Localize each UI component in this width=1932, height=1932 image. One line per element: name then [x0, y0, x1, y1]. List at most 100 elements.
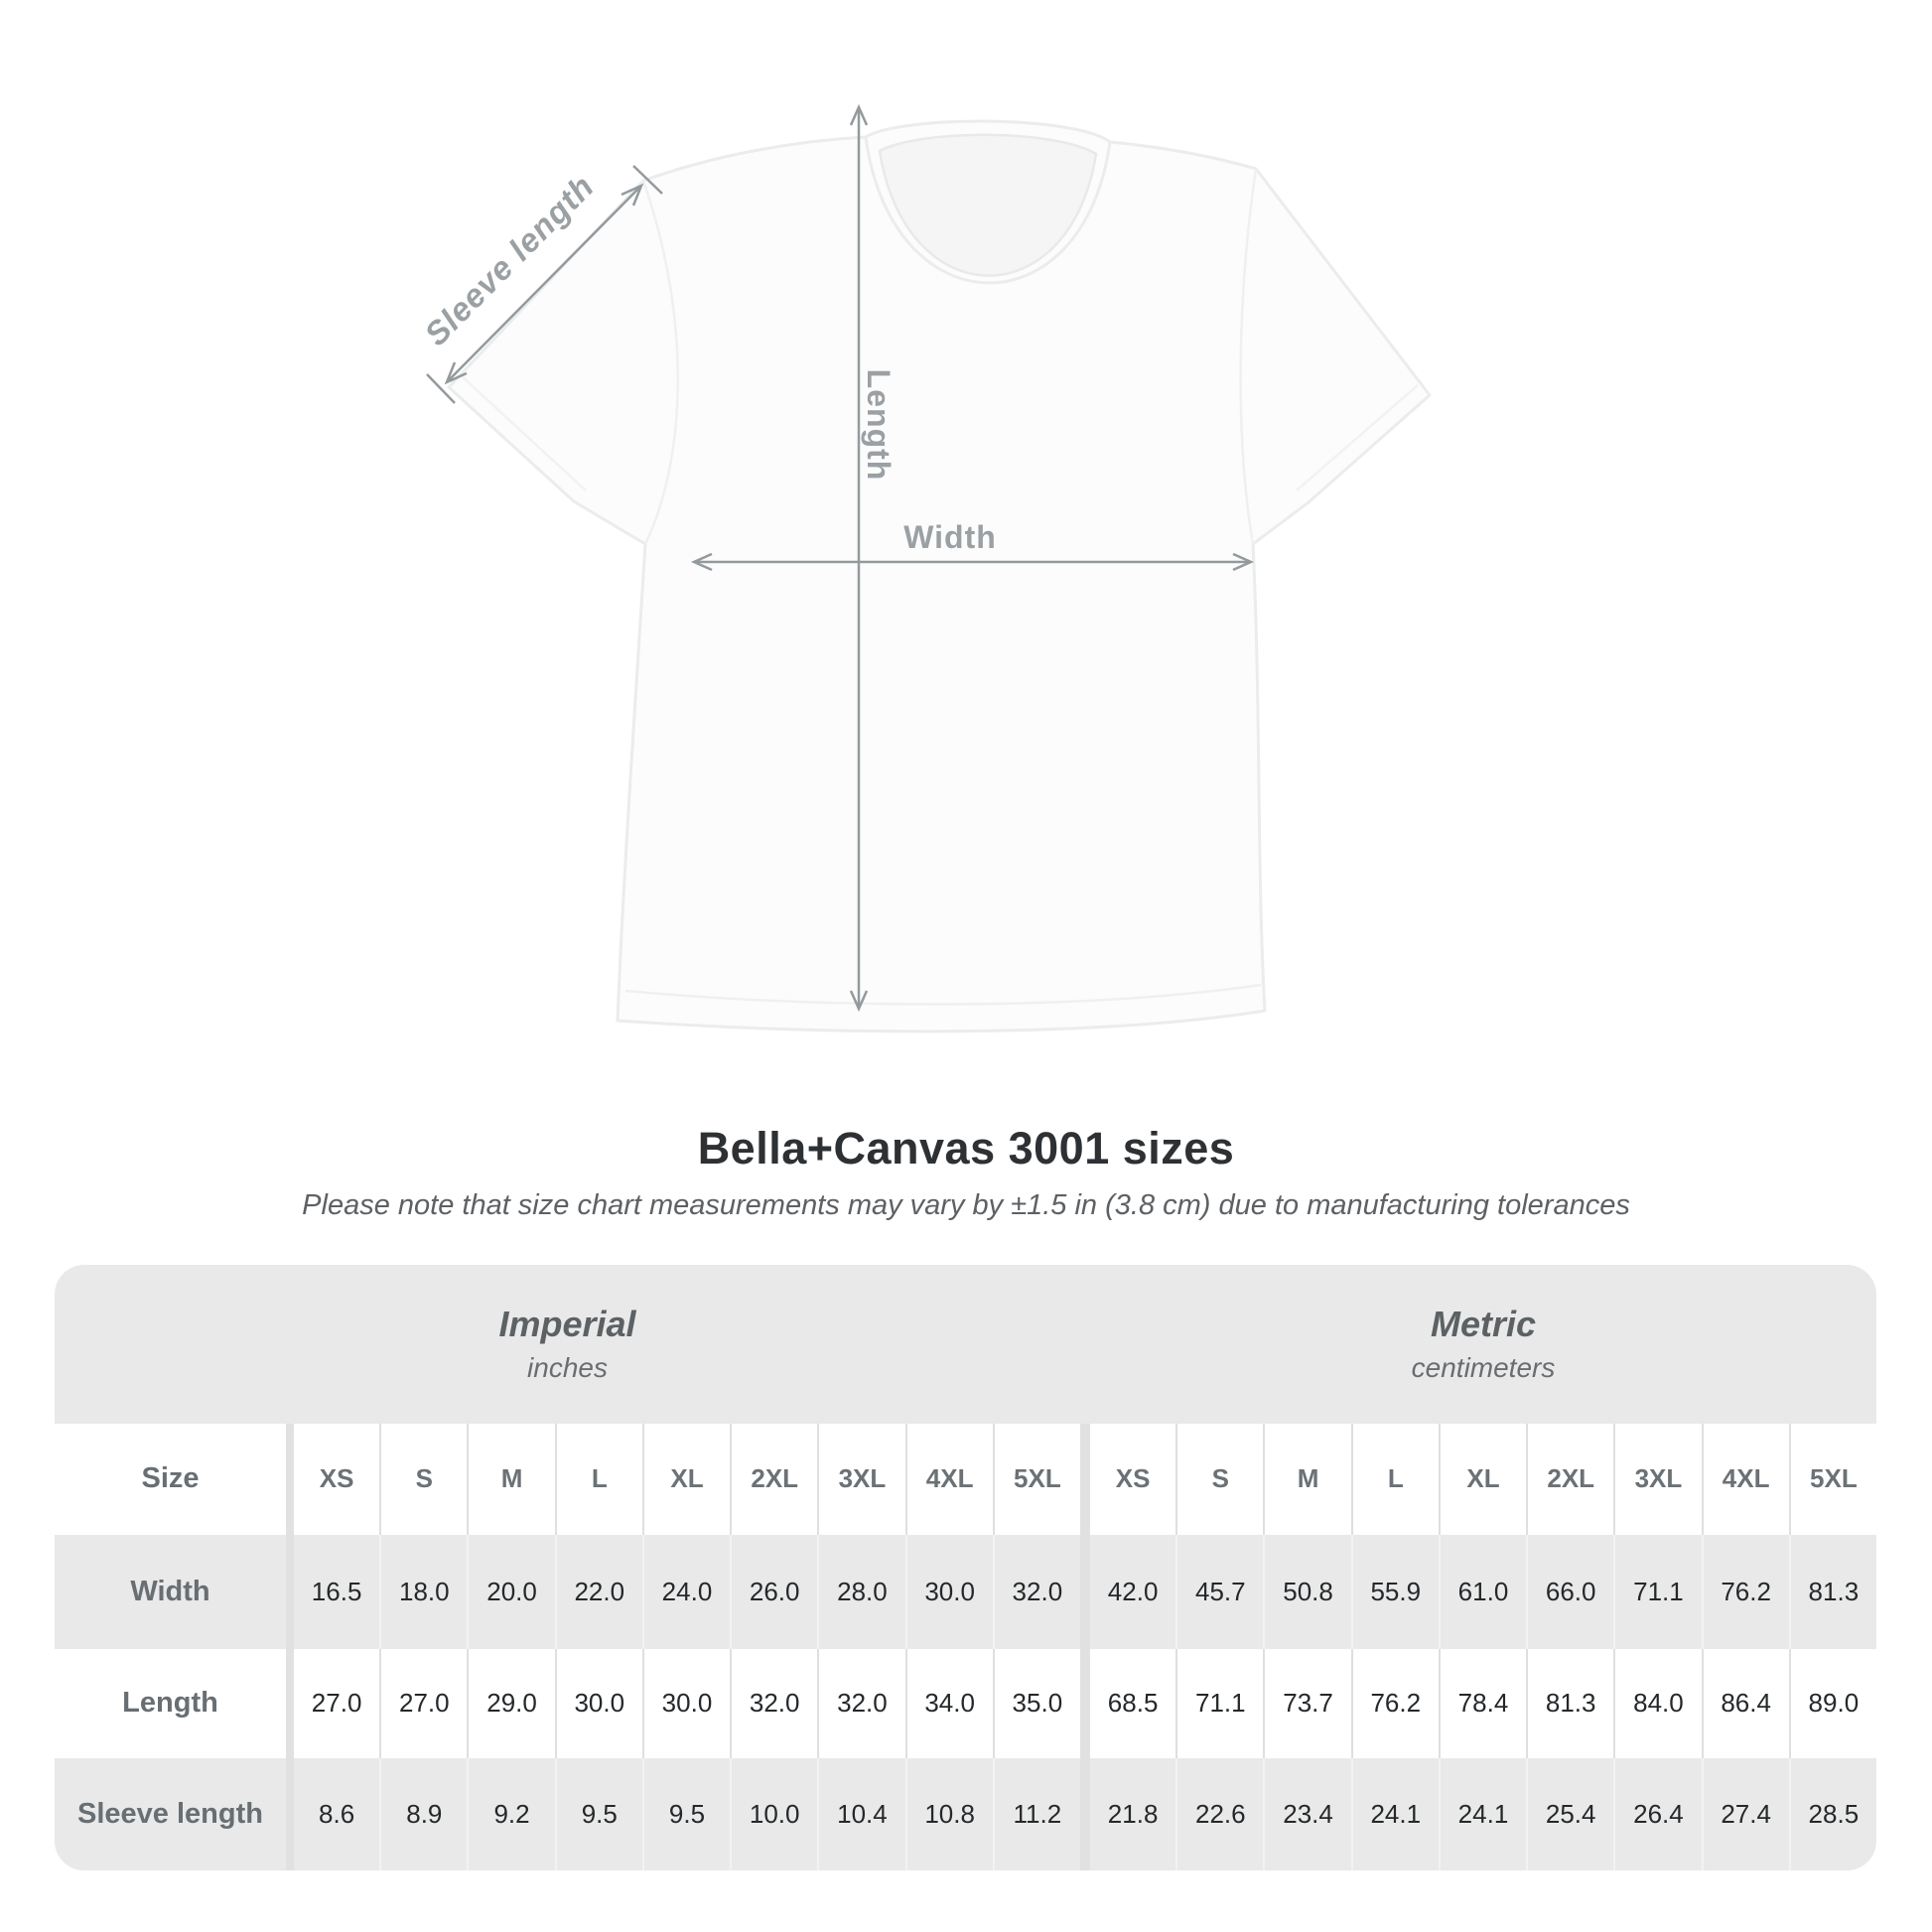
size-header-metric-cell: 2XL — [1526, 1423, 1613, 1535]
length-imperial-cell: 34.0 — [904, 1648, 993, 1758]
sleeve-length-row: Sleeve length 8.6 8.9 9.2 9.5 9.5 10.0 10.4 10.8… — [55, 1757, 1876, 1870]
length-imperial-cell: 32.0 — [817, 1648, 904, 1758]
length-metric-cell: 71.1 — [1175, 1648, 1263, 1758]
size-table: Imperial inches Metric centimeters Size X… — [55, 1264, 1876, 1870]
size-table-rows: Size XS S M L XL 2XL 3XL 4XL 5XL XS S M L XL 2XL 3XL 4XL 5… — [55, 1423, 1876, 1870]
length-imperial-cell: 27.0 — [379, 1648, 467, 1758]
tolerance-note: Please note that size chart measurements… — [302, 1189, 1630, 1221]
width-metric-cell: 71.1 — [1613, 1534, 1701, 1649]
width-imperial-cell: 20.0 — [467, 1534, 554, 1649]
sleeve-length-metric-cell: 28.5 — [1788, 1757, 1876, 1870]
length-row: Length 27.0 27.0 29.0 30.0 30.0 32.0 32.0 34.0 35… — [55, 1648, 1876, 1758]
group-separator — [1080, 1757, 1090, 1870]
length-metric-group: 68.5 71.1 73.7 76.2 78.4 81.3 84.0 86.4 89.0 — [1090, 1648, 1876, 1758]
size-header-imperial-cell: XS — [319, 1463, 354, 1494]
sleeve-length-metric-cell: 27.4 — [1701, 1757, 1789, 1870]
sleeve-length-imperial-cell: 10.8 — [904, 1757, 993, 1870]
sleeve-length-imperial-cell: 9.5 — [641, 1757, 730, 1870]
sleeve-length-metric-cell: 24.1 — [1438, 1757, 1526, 1870]
width-arrow — [690, 552, 1255, 572]
length-label: Length — [122, 1687, 218, 1720]
sleeve-length-metric-cell: 24.1 — [1350, 1757, 1439, 1870]
imperial-unit-label: inches — [527, 1352, 608, 1384]
tshirt-body — [447, 119, 1432, 1034]
sleeve-length-metric-cell: 22.6 — [1175, 1757, 1263, 1870]
sleeve-length-arrow — [426, 165, 663, 404]
length-metric-cell: 73.7 — [1263, 1648, 1350, 1758]
collar-opening — [878, 133, 1098, 277]
tshirt-measurement-diagram: Sleeve length Length Width — [417, 103, 1432, 1034]
page-title: Bella+Canvas 3001 sizes — [697, 1123, 1235, 1173]
metric-label: Metric — [1430, 1304, 1537, 1345]
length-metric-cell: 89.0 — [1788, 1648, 1876, 1758]
length-metric-cell: 86.4 — [1701, 1648, 1789, 1758]
size-header-label: Size — [141, 1462, 200, 1495]
width-imperial-cell: 26.0 — [730, 1534, 817, 1649]
sleeve-length-metric-group: 21.8 22.6 23.4 24.1 24.1 25.4 26.4 27.4 28.5 — [1090, 1757, 1876, 1870]
length-metric-cell: 76.2 — [1350, 1648, 1439, 1758]
size-header-metric-cell: 5XL — [1788, 1423, 1876, 1535]
left-armhole-seam — [641, 180, 679, 545]
width-imperial-cell: 16.5 — [311, 1576, 362, 1606]
width-metric-cell: 61.0 — [1438, 1534, 1526, 1649]
left-cuff-seam — [462, 376, 587, 491]
sleeve-length-imperial-group: 8.6 8.9 9.2 9.5 9.5 10.0 10.4 10.8 11.2 — [294, 1757, 1080, 1870]
width-imperial-cell: 32.0 — [992, 1534, 1080, 1649]
width-row: Width 16.5 18.0 20.0 22.0 24.0 26.0 28.0 30.0 32.… — [55, 1534, 1876, 1649]
size-header-metric-cell: 4XL — [1701, 1423, 1789, 1535]
sleeve-length-metric-cell: 25.4 — [1526, 1757, 1613, 1870]
length-arrow — [849, 103, 869, 1013]
size-header-imperial-cell: 4XL — [904, 1423, 993, 1535]
width-dim-label: Width — [903, 519, 997, 555]
width-metric-cell: 66.0 — [1526, 1534, 1613, 1649]
sleeve-length-imperial-cell: 9.2 — [467, 1757, 554, 1870]
band-spacer — [1080, 1265, 1090, 1424]
width-imperial-group: 16.5 18.0 20.0 22.0 24.0 26.0 28.0 30.0 32.0 — [294, 1534, 1080, 1649]
imperial-header: Imperial inches — [55, 1265, 1080, 1424]
size-header-imperial-cell: 3XL — [817, 1423, 904, 1535]
right-armhole-seam — [1239, 168, 1258, 545]
group-separator — [1080, 1534, 1090, 1649]
metric-unit-label: centimeters — [1411, 1352, 1556, 1384]
group-separator — [1080, 1648, 1090, 1758]
size-header-imperial-cell: L — [554, 1423, 642, 1535]
length-imperial-cell: 35.0 — [992, 1648, 1080, 1758]
width-metric-cell: 50.8 — [1263, 1534, 1350, 1649]
size-header-metric-cell: S — [1175, 1423, 1263, 1535]
sleeve-length-imperial-cell: 10.4 — [817, 1757, 904, 1870]
size-header-metric-group: XS S M L XL 2XL 3XL 4XL 5XL — [1090, 1423, 1876, 1535]
sleeve-length-label: Sleeve length — [77, 1797, 263, 1830]
group-separator — [1080, 1423, 1090, 1535]
size-header-imperial-cell: M — [467, 1423, 554, 1535]
imperial-label: Imperial — [498, 1304, 636, 1345]
metric-header: Metric centimeters — [1090, 1265, 1876, 1424]
size-header-metric-cell: 3XL — [1613, 1423, 1701, 1535]
width-imperial-cell: 28.0 — [817, 1534, 904, 1649]
width-imperial-cell: 18.0 — [379, 1534, 467, 1649]
size-header-imperial-cell: 5XL — [992, 1423, 1080, 1535]
width-imperial-cell: 30.0 — [904, 1534, 993, 1649]
length-imperial-cell: 29.0 — [467, 1648, 554, 1758]
size-header-imperial-cell: S — [379, 1423, 467, 1535]
sleeve-length-imperial-cell: 10.0 — [730, 1757, 817, 1870]
size-header-imperial-cell: XL — [641, 1423, 730, 1535]
length-imperial-cell: 27.0 — [311, 1688, 362, 1719]
width-imperial-cell: 24.0 — [641, 1534, 730, 1649]
sleeve-length-metric-cell: 21.8 — [1107, 1798, 1159, 1829]
size-header-metric-cell: XL — [1438, 1423, 1526, 1535]
size-header-metric-cell: M — [1263, 1423, 1350, 1535]
column-separator — [286, 1648, 294, 1758]
width-metric-group: 42.0 45.7 50.8 55.9 61.0 66.0 71.1 76.2 81.3 — [1090, 1534, 1876, 1649]
size-header-imperial-cell: 2XL — [730, 1423, 817, 1535]
column-separator — [286, 1534, 294, 1649]
right-cuff-seam — [1296, 384, 1419, 491]
length-imperial-cell: 30.0 — [554, 1648, 642, 1758]
width-metric-cell: 81.3 — [1788, 1534, 1876, 1649]
width-metric-cell: 55.9 — [1350, 1534, 1439, 1649]
sleeve-length-imperial-cell: 8.6 — [319, 1798, 355, 1829]
size-header-metric-cell: XS — [1115, 1463, 1151, 1494]
column-separator — [286, 1757, 294, 1870]
length-imperial-cell: 32.0 — [730, 1648, 817, 1758]
size-header-row: Size XS S M L XL 2XL 3XL 4XL 5XL XS S M L XL 2XL 3XL 4XL 5… — [55, 1423, 1876, 1535]
sleeve-length-imperial-cell: 9.5 — [554, 1757, 642, 1870]
